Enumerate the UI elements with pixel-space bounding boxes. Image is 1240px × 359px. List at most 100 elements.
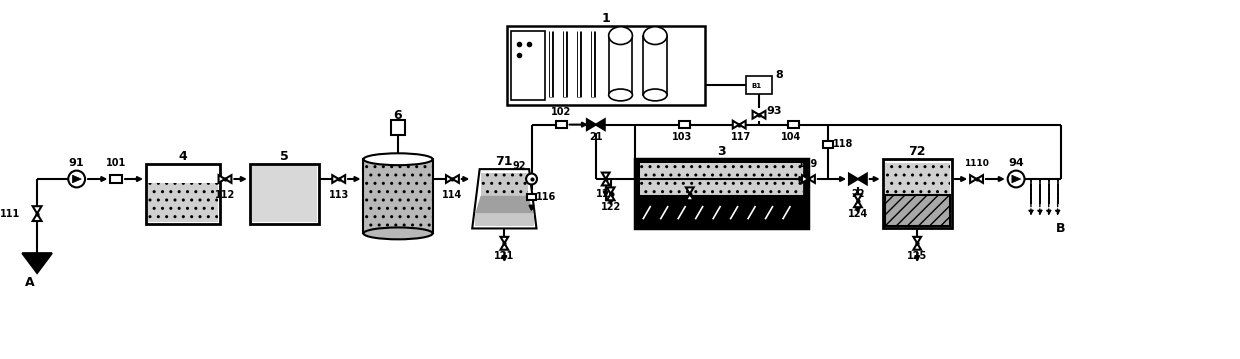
Text: 1110: 1110	[965, 159, 990, 168]
Text: 111: 111	[0, 209, 20, 219]
Bar	[481, 173, 528, 196]
Polygon shape	[858, 174, 867, 184]
Polygon shape	[32, 206, 42, 214]
Text: 119: 119	[799, 159, 818, 169]
Polygon shape	[501, 243, 508, 250]
Text: 93: 93	[766, 106, 781, 116]
Text: 5: 5	[280, 150, 289, 163]
Polygon shape	[475, 196, 533, 214]
Polygon shape	[332, 175, 339, 183]
Polygon shape	[218, 175, 224, 183]
Text: B: B	[1055, 222, 1065, 235]
Bar	[680, 121, 691, 128]
Polygon shape	[686, 187, 693, 194]
Polygon shape	[596, 119, 605, 130]
Text: 92: 92	[513, 161, 527, 171]
Polygon shape	[501, 237, 508, 243]
Circle shape	[68, 171, 86, 187]
Polygon shape	[339, 175, 345, 183]
Text: A: A	[25, 276, 35, 289]
Polygon shape	[802, 175, 808, 183]
Polygon shape	[854, 194, 862, 201]
Ellipse shape	[644, 89, 667, 101]
Polygon shape	[977, 175, 983, 183]
Bar	[883, 159, 952, 228]
Polygon shape	[808, 175, 815, 183]
Text: B1: B1	[751, 83, 761, 89]
Polygon shape	[587, 119, 596, 130]
Bar	[635, 159, 808, 228]
Text: 124: 124	[848, 209, 868, 219]
Text: 122: 122	[600, 202, 621, 212]
Polygon shape	[849, 174, 858, 184]
Bar	[507, 26, 704, 105]
Circle shape	[1008, 171, 1024, 187]
Ellipse shape	[644, 27, 667, 45]
Ellipse shape	[363, 153, 433, 165]
Text: 8: 8	[775, 70, 782, 80]
Bar	[640, 163, 804, 197]
Text: 118: 118	[833, 139, 853, 149]
Text: 103: 103	[672, 132, 692, 143]
Polygon shape	[914, 243, 921, 250]
Bar	[363, 159, 433, 233]
Polygon shape	[1012, 175, 1021, 183]
Bar	[146, 164, 219, 224]
Polygon shape	[970, 175, 977, 183]
Bar	[252, 166, 317, 222]
Bar	[884, 195, 950, 227]
Bar	[609, 36, 632, 95]
Text: 121: 121	[495, 251, 515, 261]
Polygon shape	[475, 214, 533, 227]
Text: 123: 123	[680, 202, 699, 212]
Polygon shape	[759, 111, 765, 118]
Polygon shape	[472, 169, 537, 228]
Text: 101: 101	[107, 158, 126, 168]
Bar	[640, 196, 804, 224]
Polygon shape	[601, 179, 610, 186]
Circle shape	[526, 173, 537, 185]
Bar	[110, 175, 123, 183]
Polygon shape	[22, 253, 52, 273]
Polygon shape	[739, 121, 745, 129]
Bar	[391, 120, 405, 135]
Polygon shape	[753, 111, 759, 118]
Polygon shape	[446, 175, 453, 183]
Polygon shape	[686, 194, 693, 200]
Text: 113: 113	[329, 190, 348, 200]
Bar	[527, 194, 537, 200]
Text: 104: 104	[780, 132, 801, 143]
Polygon shape	[733, 121, 739, 129]
Text: 22: 22	[851, 189, 864, 199]
Text: 94: 94	[1008, 158, 1024, 168]
Bar	[884, 163, 950, 195]
Bar	[249, 164, 319, 224]
Polygon shape	[606, 194, 615, 200]
Text: 6: 6	[394, 109, 402, 122]
Text: 91: 91	[69, 158, 84, 168]
Text: 71: 71	[496, 155, 513, 168]
Text: 116: 116	[536, 192, 557, 202]
Bar	[746, 76, 771, 94]
Polygon shape	[601, 173, 610, 179]
Bar	[789, 121, 799, 128]
Bar	[640, 164, 804, 224]
Text: 112: 112	[215, 190, 236, 200]
Bar	[644, 36, 667, 95]
Polygon shape	[606, 187, 615, 194]
Text: 72: 72	[909, 145, 926, 158]
Text: 3: 3	[718, 145, 727, 158]
Ellipse shape	[363, 228, 433, 239]
Bar	[511, 31, 546, 100]
Text: 4: 4	[179, 150, 187, 163]
Bar	[556, 121, 567, 128]
Text: 102: 102	[551, 107, 572, 117]
Text: 114: 114	[443, 190, 463, 200]
Ellipse shape	[609, 27, 632, 45]
Text: 125: 125	[908, 251, 928, 261]
Polygon shape	[453, 175, 459, 183]
Text: 1: 1	[601, 12, 610, 25]
Text: 115: 115	[595, 189, 616, 199]
Polygon shape	[72, 175, 82, 183]
Bar	[823, 141, 833, 148]
